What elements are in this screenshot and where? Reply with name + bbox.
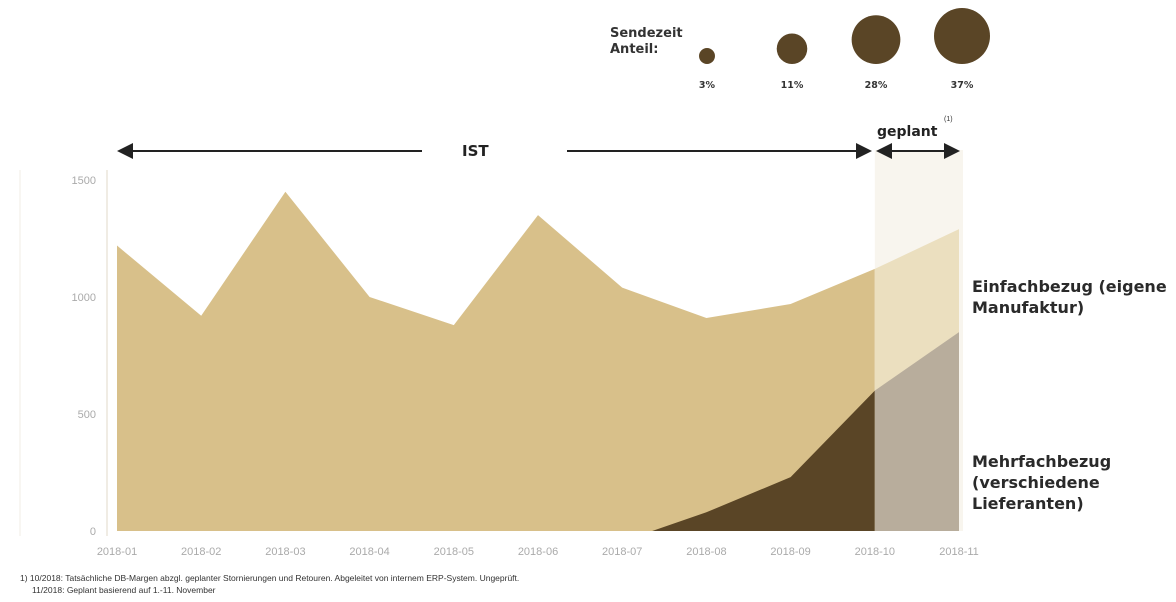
mehrfach-area-actual [652,390,875,531]
y-tick-label: 0 [90,526,96,538]
mehrfach-area-planned [874,332,959,531]
footnote-line1: 1) 10/2018: Tatsächliche DB-Margen abzgl… [20,573,520,583]
mehrfach-label-line3: Lieferanten) [972,494,1084,513]
x-tick-label: 2018-01 [97,546,137,558]
x-tick-label: 2018-08 [686,546,726,558]
mehrfach-label-line2: (verschiedene [972,473,1100,492]
legend-bubble-label: 11% [781,80,804,91]
legend-bubble-label: 37% [951,80,974,91]
x-tick-label: 2018-11 [939,546,979,558]
footnote-line2: 11/2018: Geplant basierend auf 1.-11. No… [32,585,216,595]
ist-label: IST [462,142,489,160]
footnotes: 1) 10/2018: Tatsächliche DB-Margen abzgl… [20,572,519,596]
x-tick-label: 2018-02 [181,546,221,558]
x-tick-label: 2018-03 [265,546,305,558]
x-axis: 2018-01 2018-02 2018-03 2018-04 2018-05 2018-… [97,546,979,558]
x-tick-label: 2018-09 [770,546,810,558]
period-arrows: IST geplant (1) [117,116,960,160]
x-tick-label: 2018-04 [349,546,389,558]
einfach-area-actual [117,191,875,531]
legend-bubbles: 3% 11% 28% 37% [699,8,990,91]
einfach-series-label: Einfachbezug (eigene Manufaktur) [972,276,1167,318]
legend-bubble [699,48,715,64]
y-tick-label: 500 [78,409,96,421]
legend-bubble-label: 3% [699,80,716,91]
geplant-note-marker: (1) [944,116,953,123]
geplant-label: geplant [877,124,938,140]
einfach-label-line1: Einfachbezug (eigene [972,277,1167,296]
legend-bubble [776,33,808,64]
x-tick-label: 2018-06 [518,546,558,558]
legend-bubble-label: 28% [865,80,888,91]
y-axis: 0 500 1000 1500 [19,170,108,538]
einfach-label-line2: Manufaktur) [972,298,1085,317]
x-tick-label: 2018-05 [434,546,474,558]
y-tick-label: 1000 [72,292,96,304]
y-tick-label: 1500 [72,175,96,187]
legend-title-line1: Sendezeit [610,26,683,41]
mehrfach-label-line1: Mehrfachbezug [972,452,1112,471]
mehrfach-series-label: Mehrfachbezug (verschiedene Lieferanten) [972,451,1111,514]
x-tick-label: 2018-10 [855,546,895,558]
legend-bubble [934,8,990,64]
legend-title: Sendezeit Anteil: [610,26,683,58]
x-tick-label: 2018-07 [602,546,642,558]
legend-bubble [851,15,901,65]
legend-title-line2: Anteil: [610,42,659,57]
chart-areas [117,191,959,531]
